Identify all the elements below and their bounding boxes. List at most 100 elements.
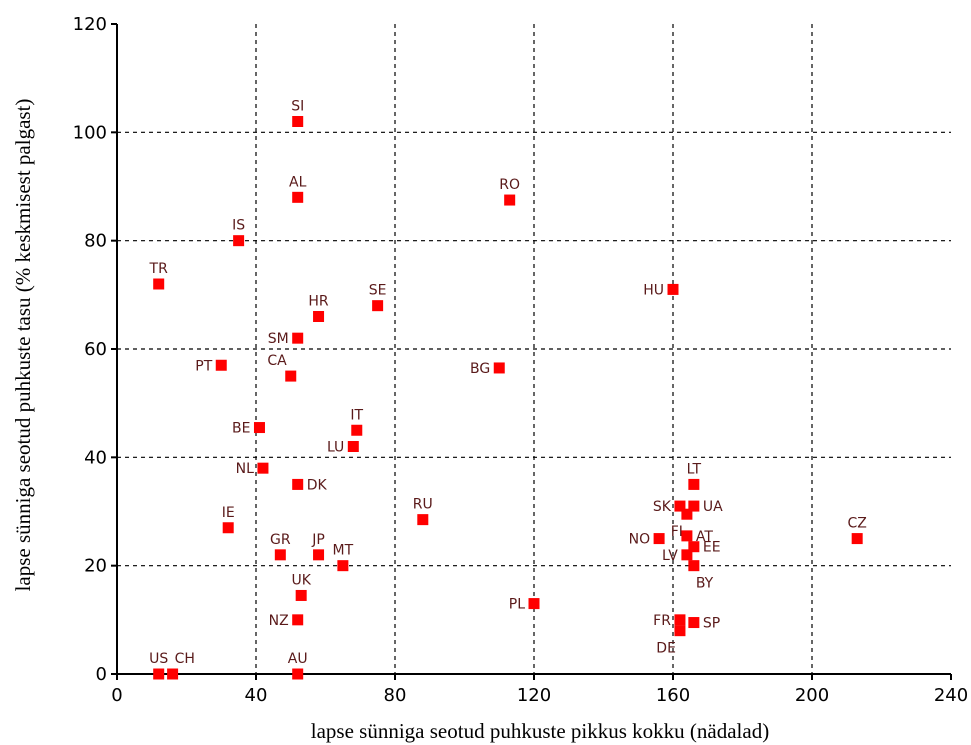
point-marker-ee	[688, 541, 700, 553]
point-label-fr: FR	[653, 613, 671, 629]
point-marker-sp	[688, 617, 700, 629]
point-label-ru: RU	[413, 497, 433, 513]
point-label-at: AT	[696, 529, 713, 545]
point-marker-se	[372, 300, 384, 312]
point-marker-ch	[167, 668, 179, 680]
y-tick-label: 0	[96, 664, 107, 685]
point-label-sp: SP	[703, 616, 720, 632]
point-marker-ru	[417, 514, 429, 526]
point-marker-sm	[292, 332, 304, 344]
point-marker-nz	[292, 614, 304, 626]
point-label-no: NO	[629, 532, 651, 548]
y-tick-label: 40	[84, 447, 107, 468]
point-label-hu: HU	[643, 282, 664, 298]
point-marker-ua	[688, 500, 700, 512]
point-label-sm: SM	[268, 331, 289, 347]
y-axis-ticks: 0 20 40 60 80 100 120	[73, 14, 117, 685]
x-tick-label: 80	[384, 685, 407, 706]
point-marker-al	[292, 191, 304, 203]
point-label-hr: HR	[308, 294, 329, 310]
x-tick-label: 240	[934, 685, 968, 706]
point-marker-by	[688, 560, 700, 572]
point-label-ro: RO	[499, 177, 520, 193]
point-label-it: IT	[350, 407, 363, 423]
point-marker-no	[653, 533, 665, 545]
grid-lines	[117, 24, 951, 674]
data-points: SI AL RO IS TR HU SE HR SM PT BG CA BE IT LU NL DK LT SK UA…	[149, 99, 867, 680]
point-marker-cz	[851, 533, 863, 545]
point-label-be: BE	[232, 421, 250, 437]
point-marker-pt	[215, 359, 227, 371]
point-label-bg: BG	[470, 361, 490, 377]
point-marker-fr	[674, 614, 686, 626]
point-marker-au	[292, 668, 304, 680]
point-label-pl: PL	[509, 597, 525, 613]
point-label-nl: NL	[236, 461, 254, 477]
y-tick-label: 80	[84, 231, 107, 252]
point-label-ch: CH	[175, 651, 195, 667]
point-marker-lu	[347, 441, 359, 452]
point-label-dk: DK	[307, 477, 328, 493]
point-marker-be	[253, 422, 265, 434]
point-label-ee: EE	[703, 540, 721, 556]
point-marker-ro	[504, 194, 516, 206]
point-marker-jp	[313, 549, 325, 561]
point-marker-pl	[528, 598, 540, 610]
point-label-nz: NZ	[269, 613, 289, 629]
point-marker-uk	[295, 589, 307, 601]
point-label-uk: UK	[291, 572, 311, 588]
y-tick-label: 20	[84, 556, 107, 577]
point-marker-lt	[688, 478, 700, 490]
point-label-lv: LV	[662, 548, 678, 564]
point-marker-hr	[313, 311, 325, 322]
point-label-ua: UA	[703, 499, 723, 515]
point-marker-us	[153, 668, 165, 680]
point-marker-gr	[274, 549, 286, 561]
point-marker-ca	[285, 370, 297, 382]
x-tick-label: 0	[111, 685, 122, 706]
point-label-lu: LU	[327, 440, 344, 456]
point-label-al: AL	[289, 174, 307, 190]
point-label-by: BY	[696, 576, 714, 592]
y-tick-label: 100	[73, 122, 107, 143]
point-label-fi: FI	[671, 524, 683, 540]
point-marker-fi	[681, 508, 693, 520]
x-axis-ticks: 0 40 80 120 160 200 240	[111, 674, 968, 706]
x-tick-label: 120	[517, 685, 551, 706]
y-tick-label: 60	[84, 339, 107, 360]
point-label-au: AU	[288, 651, 308, 667]
point-label-sk: SK	[653, 499, 672, 515]
point-marker-bg	[493, 362, 505, 374]
point-marker-is	[233, 235, 245, 247]
point-label-se: SE	[369, 283, 387, 299]
point-label-gr: GR	[270, 532, 291, 548]
point-marker-at	[681, 530, 693, 542]
point-marker-de	[674, 625, 686, 637]
point-label-us: US	[149, 651, 168, 667]
point-label-is: IS	[232, 218, 245, 234]
point-label-de: DE	[656, 641, 676, 657]
point-label-si: SI	[291, 99, 304, 115]
point-marker-lv	[681, 549, 693, 561]
point-label-pt: PT	[195, 358, 212, 374]
point-label-ca: CA	[267, 353, 287, 369]
point-marker-it	[351, 424, 363, 436]
x-axis-title: lapse sünniga seotud puhkuste pikkus kok…	[311, 719, 769, 743]
point-marker-ie	[222, 522, 234, 534]
point-label-lt: LT	[687, 461, 702, 477]
point-label-mt: MT	[333, 543, 354, 559]
x-tick-label: 160	[656, 685, 690, 706]
point-marker-si	[292, 116, 304, 127]
y-axis-title: lapse sünniga seotud puhkuste tasu (% ke…	[11, 99, 35, 592]
point-marker-nl	[257, 462, 269, 474]
point-marker-sk	[674, 500, 686, 512]
point-label-jp: JP	[311, 532, 325, 548]
x-tick-label: 40	[245, 685, 268, 706]
point-label-cz: CZ	[847, 516, 866, 532]
point-marker-mt	[337, 560, 349, 572]
point-label-ie: IE	[222, 505, 235, 521]
point-marker-hu	[667, 283, 679, 295]
point-label-tr: TR	[149, 261, 169, 277]
y-tick-label: 120	[73, 14, 107, 35]
